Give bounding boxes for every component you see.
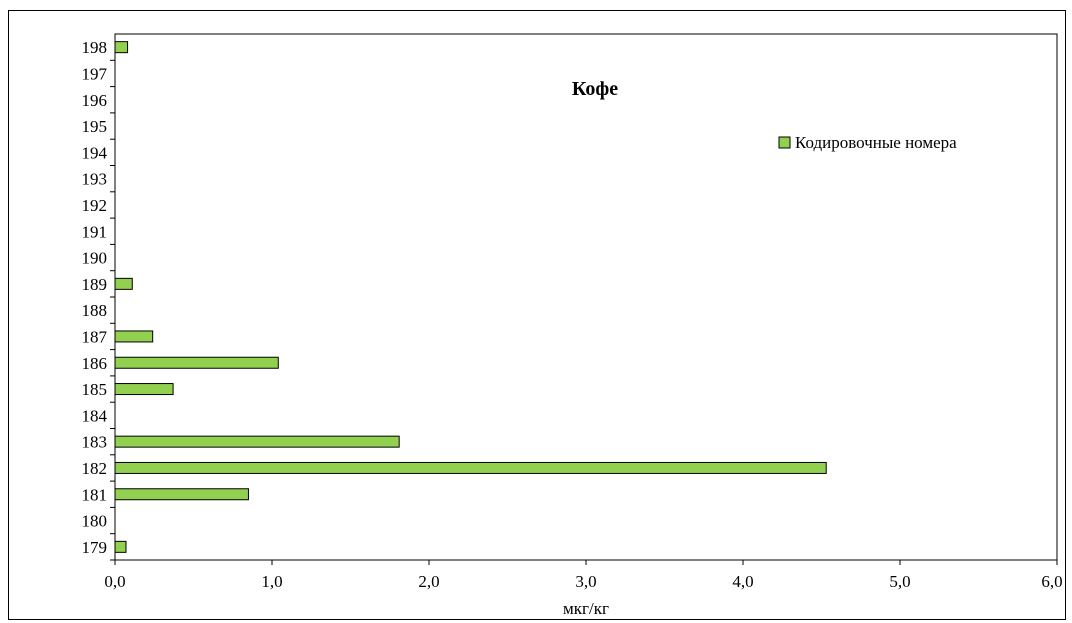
bar-179 [114, 540, 127, 553]
chart-title: Кофе [572, 78, 618, 100]
y-tick-label-191: 191 [82, 222, 108, 241]
y-tick-label-182: 182 [82, 459, 108, 478]
y-tick-label-196: 196 [82, 91, 108, 110]
y-tick-label-187: 187 [82, 327, 108, 346]
x-tick-label-0: 0,0 [104, 572, 125, 591]
bar-181 [114, 488, 249, 501]
y-tick-label-180: 180 [82, 512, 108, 531]
bar-183 [114, 435, 400, 448]
y-tick-label-197: 197 [82, 64, 108, 83]
x-tick-label-3: 3,0 [575, 572, 596, 591]
x-tick-label-5: 5,0 [889, 572, 910, 591]
bar-185 [114, 383, 174, 396]
x-tick-label-6: 6,0 [1041, 572, 1062, 591]
y-tick-label-186: 186 [82, 354, 108, 373]
y-tick-label-192: 192 [82, 196, 108, 215]
x-tick-label-4: 4,0 [732, 572, 753, 591]
bar-187 [114, 330, 154, 343]
y-tick-label-193: 193 [82, 170, 108, 189]
y-tick-label-185: 185 [82, 380, 108, 399]
legend-swatch [778, 136, 791, 149]
y-tick-label-190: 190 [82, 249, 108, 268]
bar-182 [114, 461, 827, 474]
y-tick-label-194: 194 [82, 143, 108, 162]
chart-frame [8, 10, 1066, 620]
bar-189 [114, 277, 133, 290]
y-tick-label-179: 179 [82, 538, 108, 557]
y-tick-label-183: 183 [82, 433, 108, 452]
y-tick-label-189: 189 [82, 275, 108, 294]
y-tick-label-184: 184 [82, 406, 108, 425]
x-axis-title: мкг/кг [563, 599, 609, 618]
y-tick-label-198: 198 [82, 38, 108, 57]
bar-198 [114, 41, 129, 54]
x-tick-label-1: 1,0 [261, 572, 282, 591]
bar-186 [114, 356, 279, 369]
legend-label: Кодировочные номера [795, 133, 957, 152]
y-tick-label-195: 195 [82, 117, 108, 136]
legend: Кодировочные номера [778, 133, 957, 152]
y-tick-label-181: 181 [82, 485, 108, 504]
plot-area [114, 33, 1058, 561]
x-tick-label-2: 2,0 [418, 572, 439, 591]
y-tick-label-188: 188 [82, 301, 108, 320]
